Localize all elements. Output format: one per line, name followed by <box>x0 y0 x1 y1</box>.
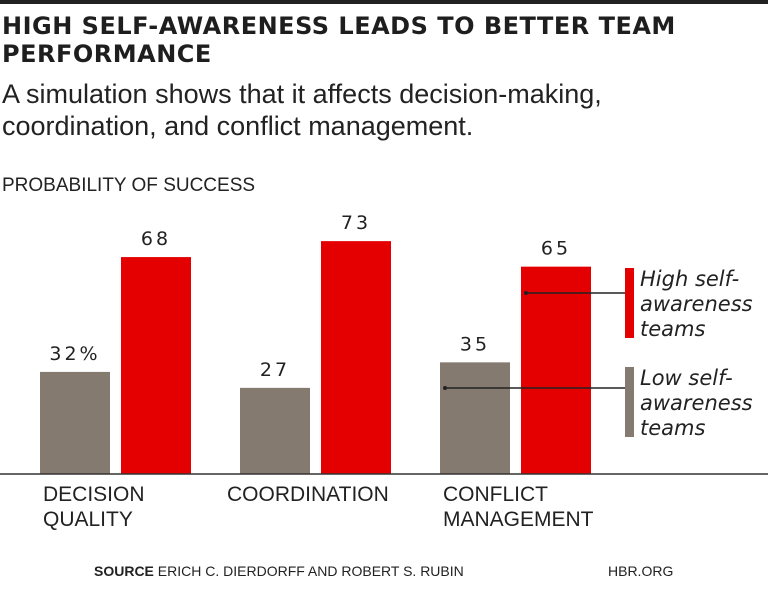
legend-label: teams <box>640 416 705 440</box>
legend-label: awareness <box>640 292 753 316</box>
bar-low-0 <box>40 371 110 474</box>
y-axis-label: PROBABILITY OF SUCCESS <box>2 175 256 196</box>
data-label: 73 <box>341 212 371 234</box>
bar-low-1 <box>240 387 310 474</box>
chart-title: HIGH SELF-AWARENESS LEADS TO BETTER TEAM… <box>2 12 676 68</box>
legend-label: awareness <box>640 391 753 415</box>
category-label: COORDINATION <box>227 483 389 506</box>
category-label: QUALITY <box>43 508 133 531</box>
top-rule <box>0 0 768 4</box>
bar-high-1 <box>321 241 391 474</box>
data-label: 35 <box>460 333 490 355</box>
bar-high-0 <box>121 257 191 474</box>
legend-swatch-high <box>625 268 634 338</box>
source-text: ERICH C. DIERDORFF AND ROBERT S. RUBIN <box>157 563 464 579</box>
data-label: 65 <box>541 238 571 260</box>
data-label: 27 <box>260 359 290 381</box>
bar-low-2 <box>440 362 510 474</box>
category-label: DECISION <box>43 483 145 506</box>
chart-subtitle: A simulation shows that it affects decis… <box>2 79 602 141</box>
legend-label: High self- <box>640 267 739 291</box>
category-label: MANAGEMENT <box>443 508 594 531</box>
legend-label: teams <box>640 317 705 341</box>
bar-high-2 <box>521 266 591 474</box>
legend-swatch-low <box>625 367 634 437</box>
source-note: SOURCE ERICH C. DIERDORFF AND ROBERT S. … <box>94 563 464 579</box>
leader-dot <box>524 291 528 295</box>
legend-label: Low self- <box>640 366 733 390</box>
data-label: 68 <box>141 228 171 250</box>
leader-dot <box>443 386 447 390</box>
source-label: SOURCE <box>94 563 154 579</box>
site-credit: HBR.ORG <box>608 563 674 579</box>
category-label: CONFLICT <box>443 483 548 506</box>
data-label: 32% <box>49 343 100 365</box>
